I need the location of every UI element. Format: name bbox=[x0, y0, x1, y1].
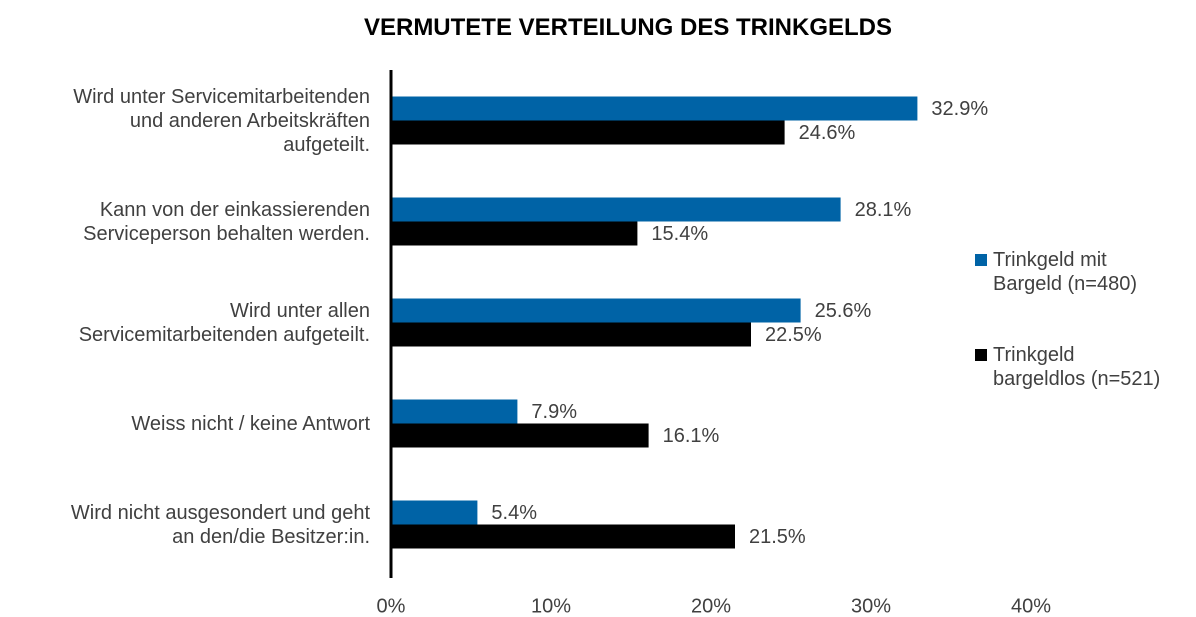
legend-label: Trinkgeld mit Bargeld (n=480) bbox=[993, 249, 1137, 295]
value-label: 25.6% bbox=[815, 300, 872, 322]
x-tick-label: 30% bbox=[851, 595, 891, 617]
value-label: 5.4% bbox=[491, 502, 537, 524]
x-tick-label: 20% bbox=[691, 595, 731, 617]
bar bbox=[391, 120, 785, 145]
bar bbox=[391, 524, 735, 549]
bar bbox=[391, 197, 841, 222]
x-tick-label: 40% bbox=[1011, 595, 1051, 617]
category-label: Wird unter allen Servicemitarbeitenden a… bbox=[78, 299, 370, 346]
category-label: Weiss nicht / keine Antwort bbox=[131, 412, 370, 435]
bar bbox=[391, 298, 801, 323]
x-tick-label: 0% bbox=[377, 595, 406, 617]
legend-label: Trinkgeld bargeldlos (n=521) bbox=[993, 344, 1161, 390]
value-label: 22.5% bbox=[765, 324, 822, 346]
bar bbox=[391, 500, 478, 525]
category-label: Wird unter Servicemitarbeitenden und and… bbox=[73, 85, 370, 156]
legend-swatch bbox=[975, 254, 987, 266]
value-label: 28.1% bbox=[855, 199, 912, 221]
x-tick-label: 10% bbox=[531, 595, 571, 617]
bar bbox=[391, 399, 518, 424]
value-label: 7.9% bbox=[531, 401, 577, 423]
bar bbox=[391, 221, 638, 246]
value-label: 32.9% bbox=[931, 98, 988, 120]
legend-swatch bbox=[975, 349, 987, 361]
bar bbox=[391, 322, 751, 347]
category-label: Kann von der einkassierenden Servicepers… bbox=[83, 198, 370, 245]
category-label: Wird nicht ausgesondert und geht an den/… bbox=[70, 501, 370, 548]
value-label: 24.6% bbox=[799, 122, 856, 144]
bar bbox=[391, 423, 649, 448]
bar bbox=[391, 96, 918, 121]
value-label: 21.5% bbox=[749, 526, 806, 548]
value-label: 15.4% bbox=[651, 223, 708, 245]
chart-title: VERMUTETE VERTEILUNG DES TRINKGELDS bbox=[363, 14, 893, 41]
value-label: 16.1% bbox=[663, 425, 720, 447]
